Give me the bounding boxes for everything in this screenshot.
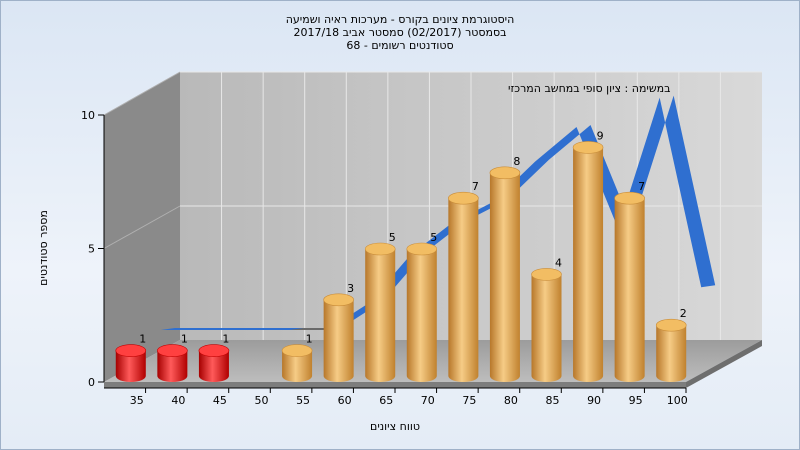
bar-body: [365, 249, 396, 382]
x-tick-label: 50: [255, 394, 269, 407]
x-tick-label: 70: [421, 394, 435, 407]
y-tick-label: 0: [88, 376, 95, 389]
chart-title-line-1: היסטוגרמת ציונים בקורס - מערכות ראיה ושמ…: [285, 13, 515, 26]
chart-title-line-3: סטודנטים רשומים - 68: [346, 39, 454, 52]
bar-value-label: 2: [680, 307, 687, 320]
bar-top: [614, 191, 645, 205]
bar-value-label: 3: [347, 282, 354, 295]
bar-top: [655, 318, 687, 332]
x-axis-label: טווח ציונים: [370, 420, 420, 433]
bar-35: [115, 344, 147, 382]
x-tick-label: 65: [379, 394, 393, 407]
bar-top: [489, 166, 521, 180]
bar-value-label: 1: [181, 333, 188, 346]
floor-right-edge: [686, 340, 762, 388]
bar-85: [531, 268, 562, 382]
bar-top: [157, 344, 188, 357]
bar-value-label: 8: [513, 155, 520, 168]
y-tick-label: 5: [88, 243, 95, 256]
bar-body: [157, 350, 188, 382]
bar-top: [364, 242, 396, 256]
bar-body: [406, 249, 437, 382]
x-tick-label: 35: [130, 394, 144, 407]
x-tick-label: 55: [296, 394, 310, 407]
bar-90: [572, 141, 604, 382]
bar-top: [281, 344, 313, 357]
x-tick-label: 95: [629, 394, 643, 407]
bar-75: [448, 191, 479, 382]
bar-top: [323, 293, 354, 307]
floor-front-edge: [104, 382, 686, 388]
bar-60: [323, 293, 354, 382]
x-tick-label: 75: [462, 394, 476, 407]
side-gridline: [103, 71, 181, 116]
bar-top: [572, 141, 604, 154]
side-gridline: [103, 205, 181, 249]
x-tick-label: 40: [171, 394, 185, 407]
chart-annotation: במשימה : ציון סופי במחשב המרכזי: [508, 82, 671, 95]
x-tick-label: 45: [213, 394, 227, 407]
bar-value-label: 1: [139, 333, 146, 346]
bar-value-label: 1: [306, 333, 313, 346]
x-tick-label: 60: [338, 394, 352, 407]
bar-body: [115, 350, 146, 382]
bar-95: [614, 191, 645, 382]
x-tick-label: 100: [667, 394, 688, 407]
bar-body: [448, 198, 479, 382]
bar-top: [448, 191, 479, 205]
y-tick-label: 10: [81, 109, 95, 122]
bar-100: [655, 318, 687, 382]
bar-70: [406, 242, 438, 382]
bar-body: [489, 172, 520, 382]
bar-top: [198, 344, 230, 357]
bar-top: [115, 344, 147, 357]
trend-ribbon-band: [160, 95, 716, 330]
bar-65: [364, 242, 396, 382]
bar-body: [198, 350, 229, 382]
bar-55: [281, 344, 313, 382]
x-tick-label: 80: [504, 394, 518, 407]
bar-45: [198, 344, 230, 382]
bar-body: [614, 198, 645, 382]
bar-value-label: 1: [222, 333, 229, 346]
y-axis-label: מספר סטודנטים: [37, 210, 50, 286]
bars: 1 1 1 1 3 5 5 7 8 4 9 7 2: [115, 129, 687, 382]
bar-top: [531, 268, 562, 281]
bar-value-label: 9: [597, 129, 604, 142]
bar-top: [406, 242, 438, 256]
bar-body: [282, 350, 313, 382]
x-tick-label: 90: [587, 394, 601, 407]
bar-body: [531, 274, 562, 382]
bar-value-label: 7: [638, 180, 645, 193]
bar-value-label: 4: [555, 256, 562, 269]
bar-40: [157, 344, 188, 382]
bar-80: [489, 166, 521, 382]
bar-value-label: 5: [389, 231, 396, 244]
chart-title-line-2: בסמסטר (02/2017) סמסטר אביב 2017/18: [293, 26, 507, 39]
bar-body: [656, 325, 687, 382]
bar-body: [573, 147, 604, 382]
bar-value-label: 5: [430, 231, 437, 244]
bar-value-label: 7: [472, 180, 479, 193]
bar-body: [323, 299, 354, 382]
x-tick-label: 85: [546, 394, 560, 407]
